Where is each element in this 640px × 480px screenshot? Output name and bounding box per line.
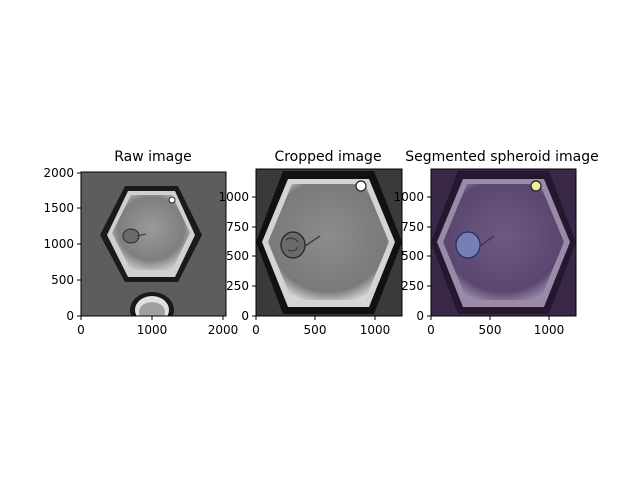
y-tick-label: 750 bbox=[401, 220, 424, 234]
y-ticks-cropped: 0 250 500 750 1000 bbox=[218, 190, 256, 323]
x-tick-label: 0 bbox=[252, 323, 260, 337]
panel-segmented: Segmented spheroid image 0 500 1000 bbox=[393, 149, 598, 337]
y-tick-label: 500 bbox=[401, 249, 424, 263]
y-ticks-raw: 0 500 1000 1500 2000 bbox=[43, 166, 81, 323]
y-tick-label: 0 bbox=[241, 309, 249, 323]
x-ticks-cropped: 0 500 1000 bbox=[252, 316, 390, 337]
raw-image bbox=[81, 172, 226, 316]
panel-cropped: Cropped image 0 500 1000 bbox=[218, 149, 403, 337]
x-tick-label: 0 bbox=[77, 323, 85, 337]
y-tick-label: 1000 bbox=[393, 190, 424, 204]
y-tick-label: 500 bbox=[51, 273, 74, 287]
x-tick-label: 2000 bbox=[208, 323, 239, 337]
y-tick-label: 1000 bbox=[43, 237, 74, 251]
axes-frame-segmented bbox=[430, 168, 577, 317]
x-tick-label: 1000 bbox=[137, 323, 168, 337]
x-ticks-segmented: 0 500 1000 bbox=[427, 316, 564, 337]
y-tick-label: 1000 bbox=[218, 190, 249, 204]
segmented-image bbox=[431, 169, 576, 316]
y-tick-label: 0 bbox=[66, 309, 74, 323]
y-tick-label: 2000 bbox=[43, 166, 74, 180]
x-tick-label: 0 bbox=[427, 323, 435, 337]
x-tick-label: 500 bbox=[304, 323, 327, 337]
y-tick-label: 0 bbox=[416, 309, 424, 323]
y-tick-label: 250 bbox=[401, 279, 424, 293]
y-tick-label: 1500 bbox=[43, 201, 74, 215]
panel-raw: Raw image 0 1000 2000 bbox=[43, 149, 238, 337]
axes-frame-cropped bbox=[255, 168, 403, 317]
panel-title-raw: Raw image bbox=[114, 149, 192, 165]
x-tick-label: 1000 bbox=[534, 323, 565, 337]
y-tick-label: 750 bbox=[226, 220, 249, 234]
panel-title-cropped: Cropped image bbox=[274, 149, 381, 165]
x-tick-label: 500 bbox=[479, 323, 502, 337]
panel-title-segmented: Segmented spheroid image bbox=[405, 149, 598, 165]
y-ticks-segmented: 0 250 500 750 1000 bbox=[393, 190, 431, 323]
x-ticks-raw: 0 1000 2000 bbox=[77, 316, 238, 337]
x-tick-label: 1000 bbox=[360, 323, 391, 337]
y-tick-label: 250 bbox=[226, 279, 249, 293]
y-tick-label: 500 bbox=[226, 249, 249, 263]
cropped-image bbox=[256, 169, 402, 316]
